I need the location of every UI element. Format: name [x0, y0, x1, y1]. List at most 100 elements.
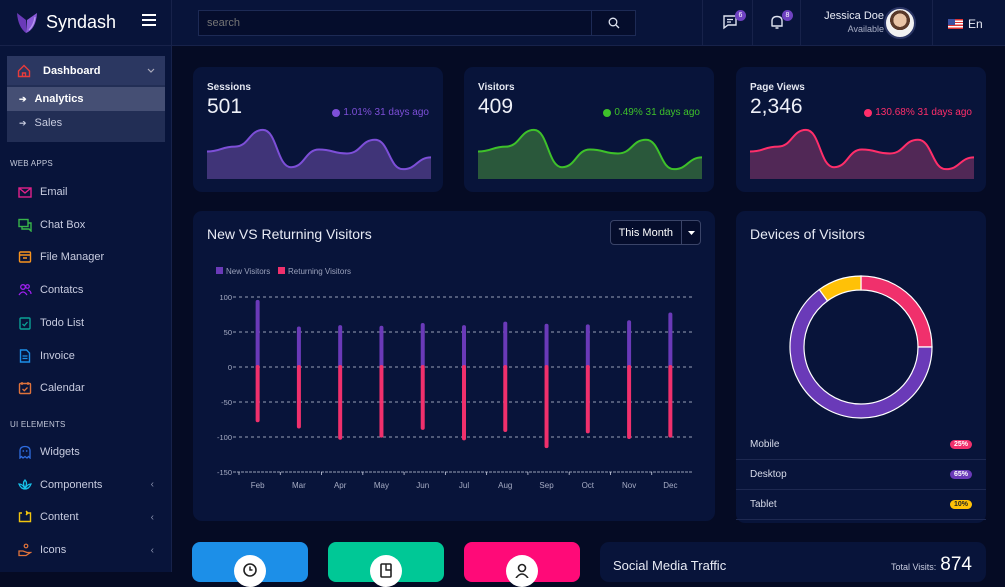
legend-item[interactable]: Returning Visitors — [278, 267, 351, 276]
total-visits: Total Visits: 874 — [891, 554, 972, 576]
x-tick-label: Feb — [251, 481, 265, 490]
language-label: En — [968, 17, 983, 31]
sidebar-item-dashboard[interactable]: Dashboard — [7, 56, 165, 85]
sparkline-chart — [207, 128, 431, 179]
sidebar-item-label: Icons — [40, 544, 67, 557]
sidebar-item-label: Invoice — [40, 349, 75, 362]
x-tick-label: Sep — [539, 481, 554, 490]
device-percent-badge: 10% — [949, 500, 972, 509]
y-tick-label: -100 — [217, 433, 232, 442]
y-tick-label: -150 — [217, 468, 232, 477]
sidebar-item-label: Analytics — [34, 93, 84, 105]
device-label: Desktop — [750, 469, 787, 480]
sparkline-area — [207, 129, 431, 179]
archive-icon — [18, 250, 32, 264]
sidebar-item-label: Calendar — [40, 382, 85, 395]
user-icon — [506, 555, 538, 587]
chat-icon — [18, 218, 32, 232]
donut-slice-mobile[interactable] — [860, 275, 933, 348]
mail-icon — [18, 185, 32, 199]
sidebar-item-file-manager[interactable]: File Manager — [18, 247, 158, 267]
sparkline-chart — [478, 128, 702, 179]
period-dropdown-label: This Month — [611, 221, 682, 244]
sidebar-item-content[interactable]: Content ‹ — [18, 507, 158, 527]
avatar[interactable] — [884, 7, 916, 39]
sidebar-item-calendar[interactable]: Calendar — [18, 378, 158, 398]
x-tick-label: Apr — [334, 481, 347, 490]
document-icon — [18, 348, 32, 363]
notifications-button[interactable]: 8 — [769, 10, 793, 32]
y-tick-label: 50 — [224, 328, 232, 337]
x-tick-label: Jun — [416, 481, 429, 490]
total-visits-label: Total Visits: — [890, 562, 937, 572]
divider — [752, 0, 753, 46]
ghost-icon — [18, 445, 32, 459]
sidebar-item-label: Widgets — [40, 446, 80, 458]
arrow-up-circle-icon — [603, 108, 612, 117]
sidebar-item-sales[interactable]: ➔ Sales — [7, 111, 165, 135]
device-row-mobile: Mobile 25% — [736, 430, 986, 460]
repeat-icon — [18, 510, 32, 524]
chart-title: New VS Returning Visitors — [207, 226, 372, 242]
user-menu[interactable]: Jessica Doe Available — [810, 10, 884, 34]
caret-down-icon[interactable] — [682, 230, 700, 235]
stat-title: Sessions — [207, 82, 251, 93]
devices-donut-chart — [789, 275, 933, 419]
x-tick-label: Aug — [498, 481, 512, 490]
user-status: Available — [847, 24, 884, 34]
donut-slice-tablet[interactable] — [818, 275, 862, 302]
search-button[interactable] — [591, 11, 635, 35]
device-row-desktop: Desktop 65% — [736, 460, 986, 490]
sidebar-item-components[interactable]: Components ‹ — [18, 475, 158, 495]
device-percent-badge: 65% — [949, 470, 972, 479]
stat-change-text: 0.49% 31 days ago — [614, 107, 700, 118]
sidebar: Syndash Dashboard ➔ Analytics ➔ Sales WEB … — [0, 0, 172, 572]
x-tick-label: Jul — [459, 481, 469, 490]
messages-button[interactable]: 6 — [722, 10, 746, 32]
sidebar-item-icons[interactable]: Icons ‹ — [18, 540, 158, 560]
devices-title: Devices of Visitors — [750, 226, 865, 242]
sidebar-item-label: Contatcs — [40, 284, 84, 297]
search-input[interactable] — [199, 11, 591, 35]
brand-name: Syndash — [46, 12, 117, 32]
device-row-tablet: Tablet 10% — [736, 490, 986, 520]
sidebar-item-email[interactable]: Email — [18, 182, 158, 202]
divider — [800, 0, 801, 46]
stat-card-page-views: Page Views 2,346 130.68% 31 days ago — [736, 67, 986, 192]
stat-value: 409 — [478, 95, 514, 118]
quick-tile[interactable] — [464, 542, 580, 587]
quick-tile[interactable] — [192, 542, 308, 587]
divider — [702, 0, 703, 46]
device-percent-badge: 25% — [949, 440, 972, 449]
quick-tile[interactable] — [328, 542, 444, 587]
legend-swatch — [278, 267, 285, 274]
brand: Syndash — [0, 0, 171, 46]
language-selector[interactable]: En — [948, 17, 983, 31]
sidebar-item-label: Todo List — [40, 316, 85, 329]
stat-change: 130.68% 31 days ago — [864, 107, 972, 118]
sidebar-item-todo-list[interactable]: Todo List — [18, 313, 158, 333]
sidebar-item-invoice[interactable]: Invoice — [18, 346, 158, 366]
section-label-web-apps: WEB APPS — [10, 159, 53, 168]
sidebar-item-label: Content — [40, 511, 79, 524]
sidebar-item-chat-box[interactable]: Chat Box — [18, 215, 158, 235]
social-traffic-card: Social Media Traffic Total Visits: 874 — [600, 542, 986, 582]
legend-item[interactable]: New Visitors — [216, 267, 270, 276]
chevron-left-icon: ‹ — [150, 479, 154, 491]
lotus-icon — [18, 478, 32, 492]
new-vs-returning-card: New VS Returning Visitors This Month New… — [193, 211, 715, 521]
sidebar-item-label: Chat Box — [40, 218, 86, 231]
calendar-icon — [18, 381, 32, 395]
sparkline-chart — [750, 128, 974, 179]
sparkline-line — [478, 128, 702, 171]
period-dropdown[interactable]: This Month — [609, 220, 701, 245]
sidebar-item-widgets[interactable]: Widgets — [18, 442, 158, 462]
menu-toggle-icon[interactable] — [142, 14, 156, 26]
sidebar-item-label: File Manager — [40, 251, 105, 264]
x-tick-label: May — [374, 481, 389, 490]
arrow-up-circle-icon — [332, 108, 341, 117]
arrow-down-circle-icon — [864, 108, 873, 117]
sidebar-item-contatcs[interactable]: Contatcs — [18, 280, 158, 300]
device-label: Mobile — [750, 439, 780, 450]
sidebar-item-analytics[interactable]: ➔ Analytics — [7, 87, 165, 111]
